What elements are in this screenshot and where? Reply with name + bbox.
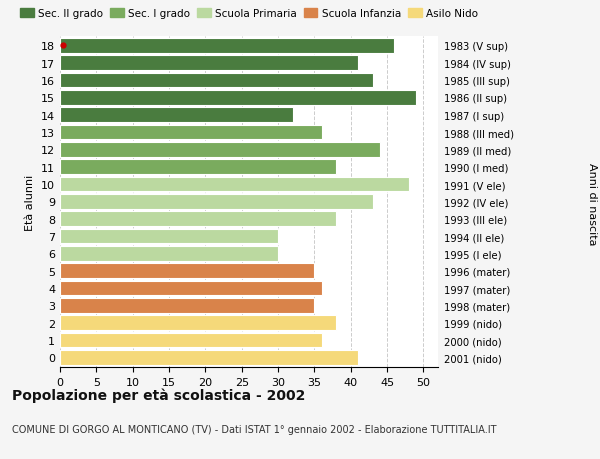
Bar [60, 264, 314, 279]
Bar [60, 177, 409, 192]
Bar [60, 91, 416, 106]
Bar [60, 281, 322, 296]
Bar [60, 246, 278, 261]
Bar [60, 73, 373, 88]
Bar [60, 316, 336, 330]
Bar [60, 298, 314, 313]
Bar [60, 108, 293, 123]
Bar [60, 56, 358, 71]
Bar [60, 160, 336, 175]
Bar [60, 212, 336, 227]
Text: Anni di nascita: Anni di nascita [587, 163, 597, 246]
Text: COMUNE DI GORGO AL MONTICANO (TV) - Dati ISTAT 1° gennaio 2002 - Elaborazione TU: COMUNE DI GORGO AL MONTICANO (TV) - Dati… [12, 425, 497, 435]
Bar [60, 229, 278, 244]
Legend: Sec. II grado, Sec. I grado, Scuola Primaria, Scuola Infanzia, Asilo Nido: Sec. II grado, Sec. I grado, Scuola Prim… [16, 5, 482, 23]
Y-axis label: Età alunni: Età alunni [25, 174, 35, 230]
Bar [60, 350, 358, 365]
Bar [60, 143, 380, 157]
Bar [60, 333, 322, 348]
Bar [60, 195, 373, 209]
Bar [60, 125, 322, 140]
Text: Popolazione per età scolastica - 2002: Popolazione per età scolastica - 2002 [12, 388, 305, 403]
Bar [60, 39, 394, 54]
